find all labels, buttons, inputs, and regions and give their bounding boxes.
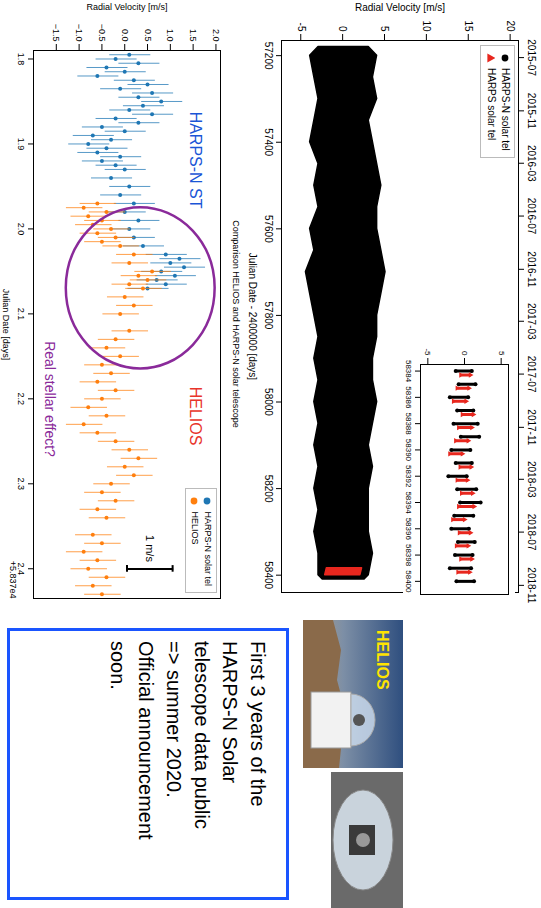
svg-text:58400: 58400 xyxy=(404,570,413,593)
svg-text:58390: 58390 xyxy=(404,439,413,462)
svg-text:10: 10 xyxy=(421,20,432,32)
svg-text:−1.0: −1.0 xyxy=(74,24,84,42)
svg-text:Julian Date - 2400000 [days]: Julian Date - 2400000 [days] xyxy=(247,253,258,381)
svg-text:Real stellar effect?: Real stellar effect? xyxy=(42,341,58,457)
svg-text:0: 0 xyxy=(460,351,469,356)
svg-text:58388: 58388 xyxy=(404,413,413,436)
svg-text:58398: 58398 xyxy=(404,544,413,567)
svg-text:58384: 58384 xyxy=(404,360,413,383)
svg-text:HELIOS: HELIOS xyxy=(374,630,391,690)
svg-text:-5: -5 xyxy=(423,348,432,356)
svg-text:2018-03: 2018-03 xyxy=(526,461,537,498)
svg-text:58000: 58000 xyxy=(263,388,274,416)
svg-text:57800: 57800 xyxy=(263,302,274,330)
svg-text:−0.5: −0.5 xyxy=(97,24,107,42)
svg-text:2017-11: 2017-11 xyxy=(526,409,537,445)
svg-text:+5.837e4: +5.837e4 xyxy=(8,561,18,599)
svg-text:2016-03: 2016-03 xyxy=(526,145,537,182)
svg-text:5: 5 xyxy=(497,351,506,356)
svg-text:57400: 57400 xyxy=(263,128,274,156)
svg-text:2.1: 2.1 xyxy=(16,308,26,321)
html-text:HARPS-N solar tel: HARPS-N solar tel xyxy=(202,511,213,586)
svg-text:1.9: 1.9 xyxy=(16,138,26,151)
svg-text:2.4: 2.4 xyxy=(16,562,27,575)
svg-text:58392: 58392 xyxy=(404,465,413,488)
svg-text:0: 0 xyxy=(337,26,348,32)
svg-text:1.8: 1.8 xyxy=(16,53,26,66)
svg-text:2015-07: 2015-07 xyxy=(526,39,537,76)
html-text:soon.: soon. xyxy=(107,641,129,690)
svg-text:58394: 58394 xyxy=(404,491,413,514)
svg-text:-5: -5 xyxy=(296,23,307,32)
svg-text:0.5: 0.5 xyxy=(143,29,153,42)
svg-text:57600: 57600 xyxy=(263,215,274,243)
svg-text:2017-03: 2017-03 xyxy=(526,303,537,340)
svg-text:58200: 58200 xyxy=(263,475,274,503)
svg-text:2.0: 2.0 xyxy=(211,29,221,42)
svg-text:2.0: 2.0 xyxy=(16,223,26,236)
svg-text:2018-11: 2018-11 xyxy=(526,567,537,603)
html-text:Comparison HELIOS and HARPS-N: Comparison HELIOS and HARPS-N solar tele… xyxy=(231,220,241,428)
svg-text:58400: 58400 xyxy=(263,561,274,589)
svg-text:Julian Date [days]: Julian Date [days] xyxy=(1,289,11,361)
svg-text:15: 15 xyxy=(463,20,474,32)
html-text:telescope data public: telescope data public xyxy=(191,641,213,829)
svg-text:5: 5 xyxy=(379,26,390,32)
svg-text:0.0: 0.0 xyxy=(120,29,130,42)
html-text:HARPS-N Solar: HARPS-N Solar xyxy=(219,641,241,784)
svg-text:2.3: 2.3 xyxy=(16,478,26,491)
svg-text:20: 20 xyxy=(505,20,516,32)
svg-text:Radial Velocity [m/s]: Radial Velocity [m/s] xyxy=(355,2,445,13)
html-text:=> summer 2020.: => summer 2020. xyxy=(163,641,185,798)
html-text:First 3 years of the: First 3 years of the xyxy=(247,641,269,807)
svg-text:2015-11: 2015-11 xyxy=(526,93,537,129)
svg-text:57200: 57200 xyxy=(263,42,274,70)
svg-text:HELIOS: HELIOS xyxy=(187,387,204,446)
svg-text:2018-07: 2018-07 xyxy=(526,514,537,551)
svg-text:1 m/s: 1 m/s xyxy=(144,535,156,562)
svg-text:2.2: 2.2 xyxy=(16,393,26,406)
svg-text:2016-11: 2016-11 xyxy=(526,251,537,287)
svg-text:2017-07: 2017-07 xyxy=(526,356,537,393)
svg-text:1.5: 1.5 xyxy=(188,29,198,42)
svg-text:HARPS-N ST: HARPS-N ST xyxy=(187,112,204,209)
svg-text:58386: 58386 xyxy=(404,386,413,409)
svg-text:Radial Velocity [m/s]: Radial Velocity [m/s] xyxy=(86,2,167,12)
html-text:HARPS solar tel: HARPS solar tel xyxy=(485,68,497,141)
svg-text:2016-07: 2016-07 xyxy=(526,198,537,235)
html-text:HARPS-N solar tel: HARPS-N solar tel xyxy=(499,68,511,151)
svg-text:58396: 58396 xyxy=(404,518,413,541)
svg-text:1.0: 1.0 xyxy=(165,29,175,42)
html-text:Official announcement: Official announcement xyxy=(135,641,157,840)
html-text:HELIOS: HELIOS xyxy=(189,511,200,545)
svg-text:−1.5: −1.5 xyxy=(51,24,61,42)
